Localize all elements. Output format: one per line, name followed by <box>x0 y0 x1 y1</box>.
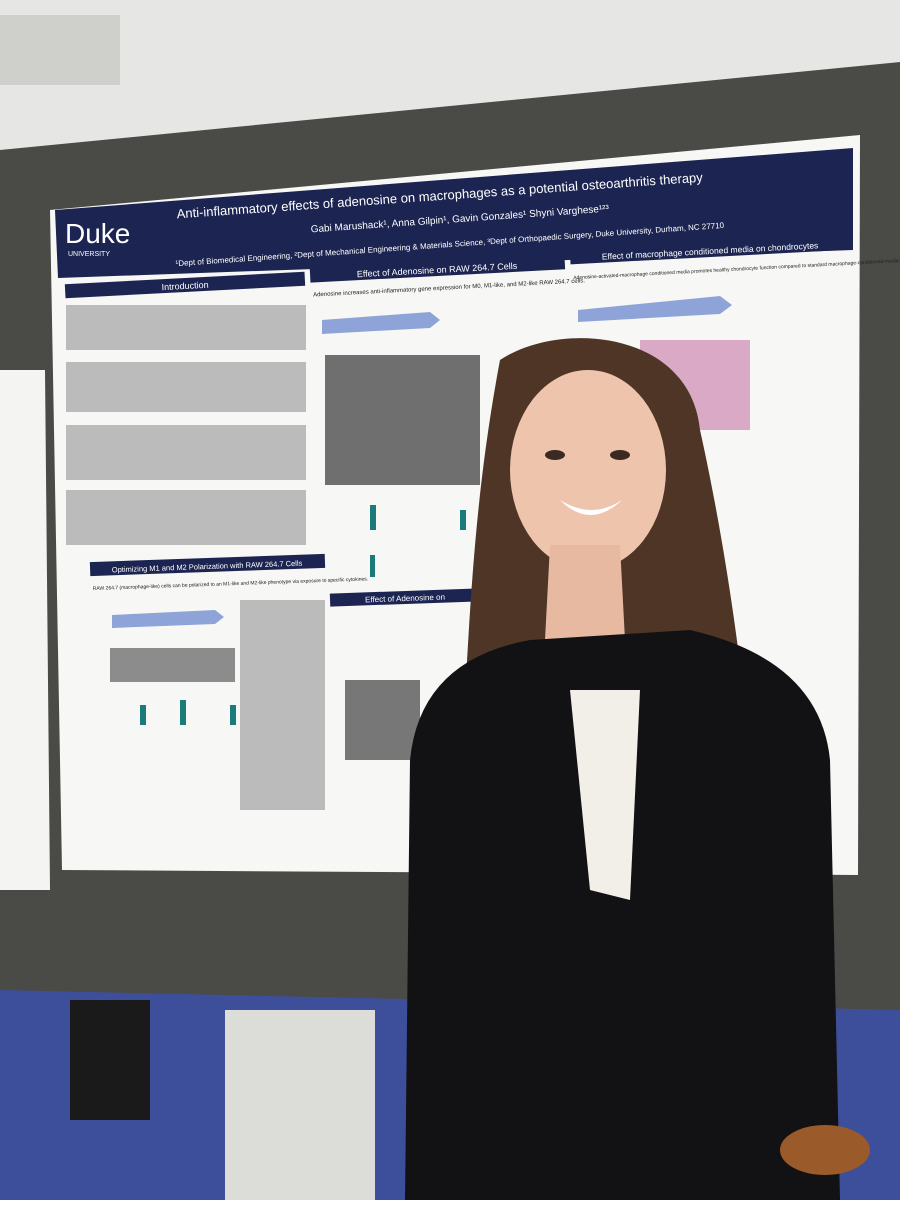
side-poster <box>0 370 50 890</box>
person-legs <box>70 1000 150 1120</box>
micrograph <box>110 648 235 682</box>
logo-sub: UNIVERSITY <box>68 251 110 258</box>
timeline <box>112 610 224 628</box>
section-header <box>64 271 306 299</box>
section-title: Introduction <box>161 280 208 292</box>
vent <box>0 15 120 85</box>
section-title: Effect of Adenosine on <box>365 593 445 605</box>
text-block <box>66 305 675 810</box>
eye <box>545 450 565 460</box>
section-header <box>569 235 851 265</box>
person-legs <box>225 1010 375 1200</box>
section-header <box>309 255 566 283</box>
logo: Duke <box>65 218 130 249</box>
face <box>510 370 666 570</box>
shoe <box>780 1125 870 1175</box>
neck <box>545 545 625 640</box>
micrograph <box>325 355 480 485</box>
eye <box>610 450 630 460</box>
micrograph <box>345 680 420 760</box>
bar-graphs <box>140 505 466 725</box>
blazer <box>405 630 840 1200</box>
smile <box>560 500 622 515</box>
timeline <box>578 296 732 322</box>
shirt <box>570 690 640 900</box>
poster-header <box>55 148 853 278</box>
timeline <box>322 312 440 334</box>
section-header <box>329 588 481 607</box>
section-header <box>89 553 326 577</box>
